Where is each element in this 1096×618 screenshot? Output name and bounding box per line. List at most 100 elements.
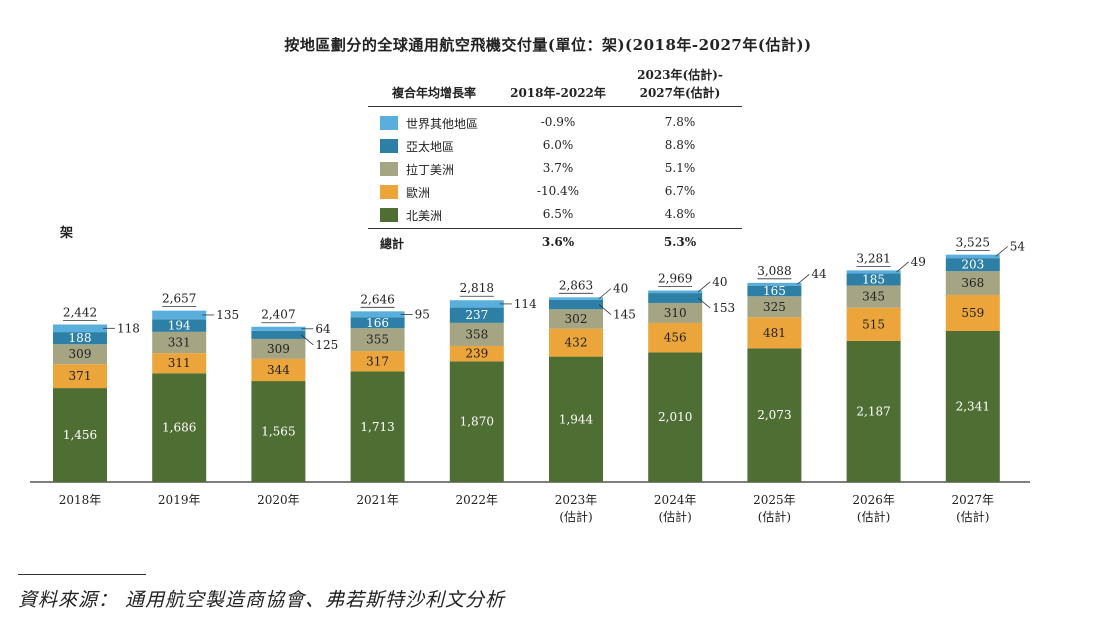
legend-cagr2: 8.8% [664, 138, 696, 152]
segment-value-label: 2,187 [856, 404, 890, 418]
x-tick-label: (估計) [758, 509, 791, 524]
segment-value-label: 2,073 [757, 408, 791, 422]
total-value-label: 2,407 [261, 308, 295, 322]
segment-value-label: 1,456 [63, 428, 97, 442]
legend-cagr1: 3.7% [542, 161, 574, 175]
segment-value-label: 2,341 [956, 400, 990, 414]
bar-segment [549, 299, 603, 310]
bar-segment [350, 317, 405, 329]
segment-value-label: 49 [911, 255, 926, 269]
bar-segment [53, 364, 107, 389]
bar-segment [350, 371, 405, 482]
chart-title: 按地區劃分的全球通用航空飛機交付量(單位：架)(2018年-2027年(估計)) [284, 36, 812, 54]
legend-cagr1: -10.4% [536, 184, 580, 198]
bar-segment [350, 311, 405, 318]
segment-value-label: 1,565 [261, 425, 295, 439]
source-note: 資料來源： 通用航空製造商協會、弗若斯特沙利文分析 [18, 589, 506, 611]
legend-total-row: 總計 3.6% 5.3% [368, 228, 742, 255]
bar-segment [945, 258, 1000, 272]
segment-value-label: 118 [117, 321, 140, 335]
segment-value-label: 432 [565, 336, 588, 350]
legend-row: 世界其他地區 -0.9% 7.8% [368, 112, 742, 134]
bar-segment [846, 285, 901, 308]
segment-value-label: 239 [465, 347, 488, 361]
bar-segment [747, 296, 802, 318]
x-tick-label: 2022年 [456, 493, 499, 507]
x-tick-label: 2020年 [257, 493, 300, 507]
x-tick-label: 2021年 [356, 493, 399, 507]
bar-segment [152, 331, 207, 354]
segment-value-label: 40 [613, 282, 628, 296]
total-value-label: 3,281 [856, 251, 890, 265]
legend-cagr2: 6.7% [664, 184, 696, 198]
leader-line [896, 261, 909, 273]
legend-swatch [380, 116, 398, 130]
segment-value-label: 481 [763, 326, 786, 340]
segment-value-label: 358 [465, 327, 488, 341]
bar-segment [449, 345, 504, 362]
segment-value-label: 344 [267, 363, 290, 377]
legend-cagr2: 5.1% [664, 161, 696, 175]
bar-segment [449, 322, 504, 346]
leader-line [995, 246, 1009, 257]
segment-value-label: 311 [168, 356, 191, 370]
segment-value-label: 355 [366, 333, 389, 347]
legend-table-header: 複合年均增長率 2018年-2022年 2023年(估計)- 2027年(估計) [368, 62, 742, 107]
legend-row: 亞太地區 6.0% 8.8% [368, 135, 742, 157]
segment-value-label: 153 [712, 301, 735, 315]
segment-value-label: 310 [664, 306, 687, 320]
segment-value-label: 95 [415, 307, 430, 321]
legend-row: 歐洲 -10.4% 6.7% [368, 181, 742, 203]
bar-segment [251, 358, 306, 382]
segment-value-label: 203 [961, 258, 984, 272]
bar-segment [251, 338, 306, 359]
x-tick-label: 2025年 [753, 493, 796, 507]
legend-label: 歐洲 [406, 186, 431, 200]
bar-segment [53, 332, 107, 345]
bar-segment [152, 319, 207, 332]
bar-segment [648, 352, 703, 482]
segment-value-label: 125 [315, 338, 338, 352]
legend-cagr2: 7.8% [664, 115, 696, 129]
segment-value-label: 237 [465, 308, 488, 322]
x-tick-label: (估計) [659, 509, 692, 524]
bar-segment [152, 353, 207, 374]
bar-segment [251, 381, 306, 482]
cagr-col1-header: 2018年-2022年 [510, 86, 606, 100]
leader-line [598, 288, 612, 299]
segment-value-label: 515 [862, 317, 885, 331]
bar-segment [648, 293, 703, 303]
legend-swatch [380, 162, 398, 176]
bar-segment [846, 340, 901, 482]
x-tick-label: (估計) [559, 509, 592, 524]
segment-value-label: 368 [961, 276, 984, 290]
segment-value-label: 188 [69, 331, 92, 345]
bar-segment [449, 300, 504, 308]
segment-value-label: 135 [216, 308, 239, 322]
bar-segment [549, 297, 603, 300]
bar-segment [53, 388, 107, 482]
bar-segment [152, 310, 207, 320]
legend-label: 拉丁美洲 [406, 163, 455, 177]
bar-segment [251, 326, 306, 331]
bar-segment [945, 294, 1000, 332]
segment-value-label: 40 [712, 275, 727, 289]
bar-segment [549, 309, 603, 329]
segment-value-label: 371 [69, 369, 92, 383]
x-tick-label: (估計) [956, 509, 989, 524]
legend-cagr1: -0.9% [540, 115, 576, 129]
legend-swatch [380, 185, 398, 199]
segment-value-label: 325 [763, 300, 786, 314]
bar-segment [846, 270, 901, 274]
total-value-label: 2,646 [360, 292, 394, 306]
x-tick-label: (估計) [857, 509, 890, 524]
segment-value-label: 302 [565, 312, 588, 326]
segment-value-label: 1,944 [559, 412, 594, 426]
total-value-label: 2,969 [658, 271, 692, 285]
x-tick-label: 2023年 [555, 493, 598, 507]
leader-line [797, 273, 810, 285]
segment-value-label: 309 [69, 347, 92, 361]
cagr-col2-header-line2: 2027年(估計) [639, 86, 721, 100]
segment-value-label: 165 [763, 284, 786, 298]
